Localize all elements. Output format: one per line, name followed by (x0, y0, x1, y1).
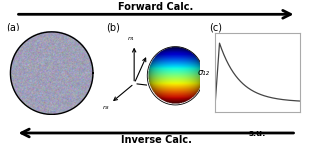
Text: (c): (c) (209, 23, 222, 33)
Text: n₁: n₁ (128, 36, 134, 41)
Text: n₃: n₃ (103, 105, 109, 110)
Text: (b): (b) (106, 23, 120, 33)
Text: n: n (147, 46, 151, 51)
Y-axis label: σ₁₂: σ₁₂ (198, 68, 210, 77)
Text: n₂: n₂ (167, 88, 173, 93)
Text: s.u.: s.u. (249, 129, 266, 138)
Text: Forward Calc.: Forward Calc. (118, 2, 194, 12)
Text: (a): (a) (6, 23, 20, 33)
Text: Inverse Calc.: Inverse Calc. (120, 135, 192, 143)
